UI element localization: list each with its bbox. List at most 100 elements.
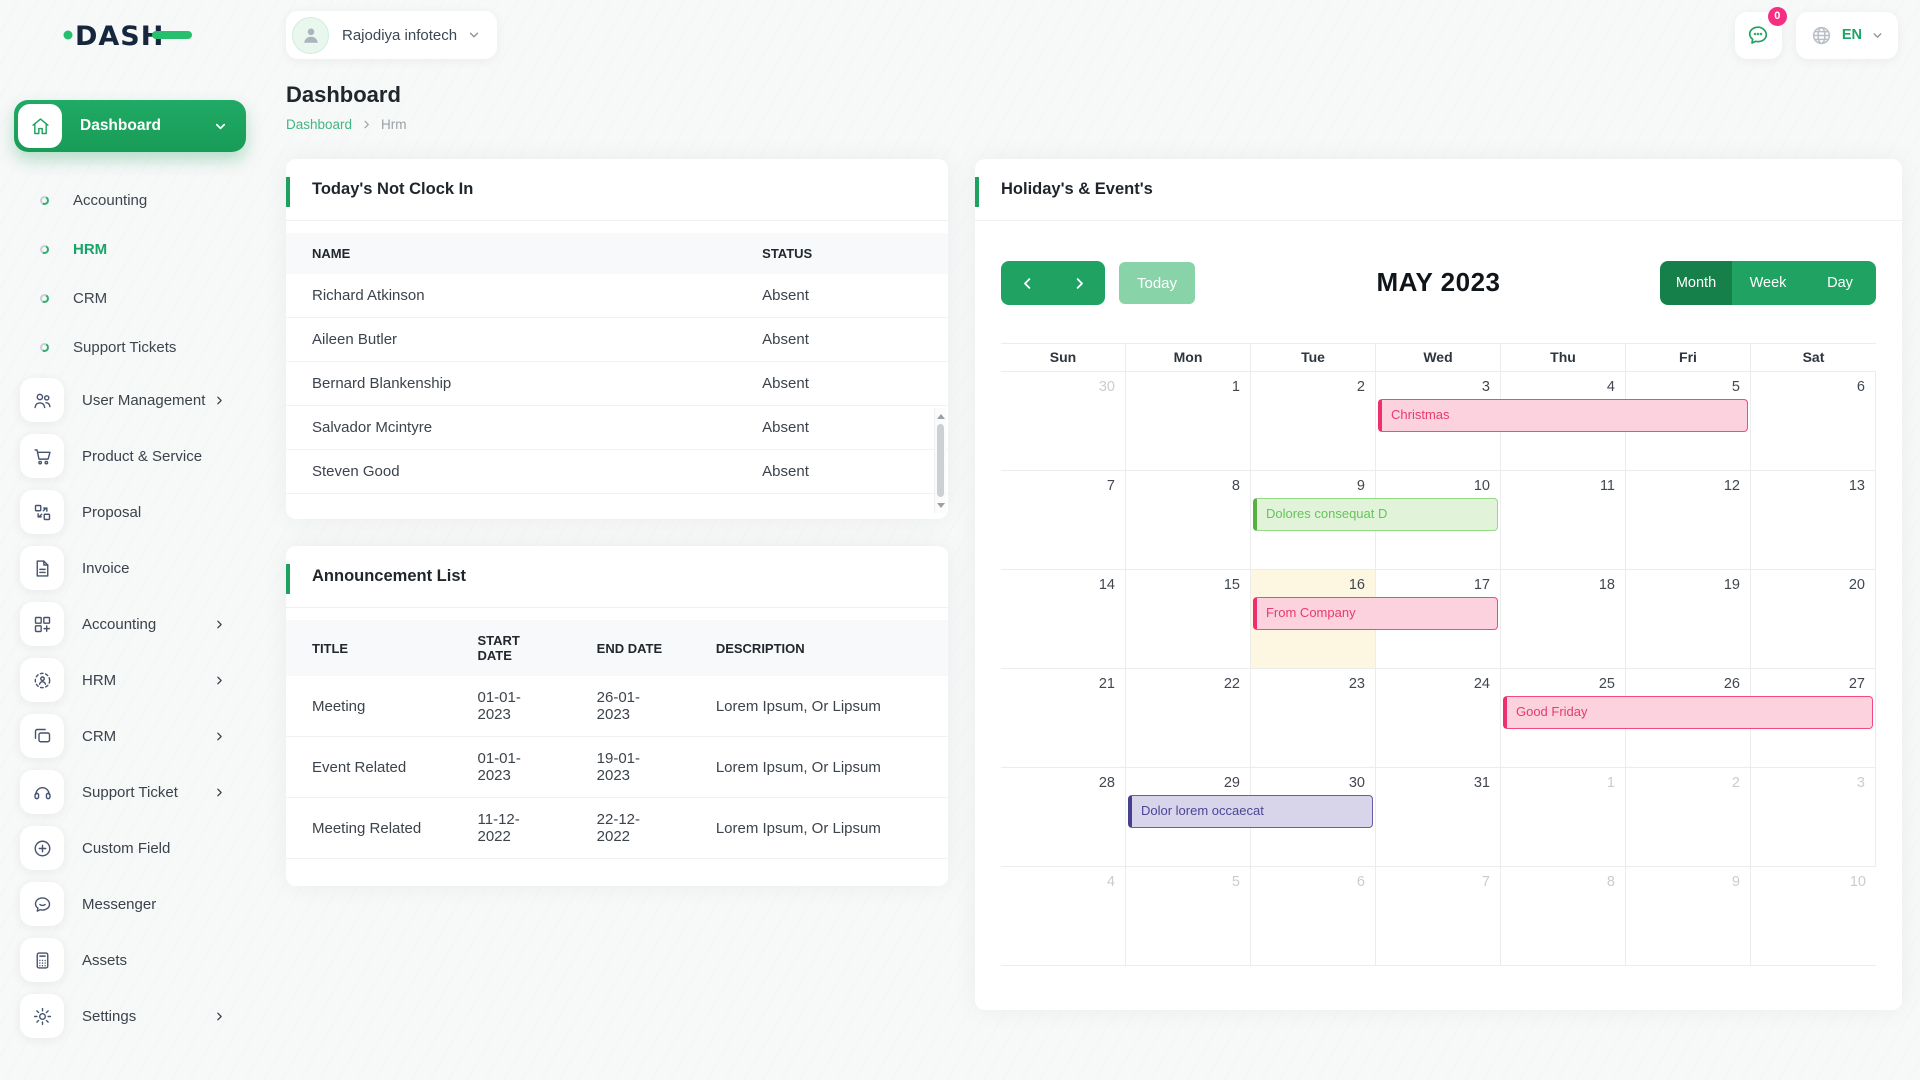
language-selector[interactable]: EN (1795, 11, 1898, 59)
messages-button[interactable]: 0 (1734, 6, 1787, 59)
calendar-day-cell[interactable]: 2 (1251, 372, 1376, 470)
breadcrumb: Dashboard Hrm (286, 117, 1902, 132)
calendar-today-button[interactable]: Today (1119, 262, 1195, 304)
sidebar-item-product-service[interactable]: Product & Service (14, 428, 246, 484)
calendar-day-cell[interactable]: 18 (1501, 570, 1626, 668)
users-icon (20, 378, 64, 422)
calendar-day-cell[interactable]: 1 (1126, 372, 1251, 470)
day-of-week-header: Mon (1126, 344, 1251, 371)
calendar-event[interactable]: From Company (1252, 597, 1498, 630)
calendar-grid: Sun Mon Tue Wed Thu Fri Sat 30 1 2 3 4 5 6 Christmas 7… (1001, 343, 1876, 966)
sidebar-subitem-support-tickets[interactable]: Support Tickets (14, 323, 246, 372)
scrollbar-thumb[interactable] (937, 424, 944, 497)
calendar-day-cell[interactable]: 14 (1001, 570, 1126, 668)
calendar-day-cell[interactable]: 9 (1626, 867, 1751, 965)
calendar-day-cell[interactable]: 5 (1626, 372, 1751, 470)
table-cell: Absent (736, 405, 948, 450)
sidebar-item-assets[interactable]: Assets (14, 932, 246, 988)
calendar-day-cell[interactable]: 5 (1126, 867, 1251, 965)
sidebar-subitem-crm[interactable]: CRM (14, 274, 246, 323)
day-number: 10 (1849, 874, 1866, 890)
card-accent-bar (286, 177, 290, 207)
sidebar-item-label: HRM (73, 241, 108, 258)
page-title: Dashboard (286, 82, 401, 107)
calendar-day-cell[interactable]: 6 (1251, 867, 1376, 965)
day-number: 24 (1473, 676, 1490, 692)
calendar-day-cell[interactable]: 23 (1251, 669, 1376, 767)
calendar-day-cell[interactable]: 11 (1501, 471, 1626, 569)
scroll-down-arrow-icon[interactable] (935, 499, 946, 511)
calendar-day-cell[interactable]: 6 (1751, 372, 1876, 470)
calendar-day-cell[interactable]: 10 (1751, 867, 1876, 965)
chevron-down-icon (213, 119, 228, 134)
table-row: Richard Atkinson Absent (286, 274, 948, 318)
topbar: Rajodiya infotech 0 EN (256, 0, 1920, 70)
sidebar-item-hrm[interactable]: HRM (14, 652, 246, 708)
day-of-week-header: Thu (1501, 344, 1626, 371)
calendar-next-button[interactable] (1053, 261, 1105, 305)
sidebar-item-custom-field[interactable]: Custom Field (14, 820, 246, 876)
calendar-day-cell[interactable]: 22 (1126, 669, 1251, 767)
table-cell: Meeting Related (286, 797, 452, 859)
announcement-table: TITLE START DATE END DATE DESCRIPTION Meeti… (286, 620, 948, 859)
calendar-day-cell[interactable]: 10 (1376, 471, 1501, 569)
calendar-day-cell[interactable]: 1 (1501, 768, 1626, 866)
table-cell: Lorem Ipsum, Or Lipsum (689, 797, 948, 859)
calendar-day-cell[interactable]: 8 (1501, 867, 1626, 965)
sidebar-item-proposal[interactable]: Proposal (14, 484, 246, 540)
calendar-day-cell[interactable]: 3 (1751, 768, 1876, 866)
calendar-prev-button[interactable] (1001, 261, 1053, 305)
sidebar-item-messenger[interactable]: Messenger (14, 876, 246, 932)
breadcrumb-chevron-icon (361, 119, 372, 130)
calendar-event[interactable]: Good Friday (1502, 696, 1873, 729)
calendar-day-cell[interactable]: 30 (1001, 372, 1126, 470)
calendar-day-cell[interactable]: 20 (1751, 570, 1876, 668)
calendar-day-cell[interactable]: 27 (1751, 669, 1876, 767)
sidebar-item-label: Custom Field (82, 839, 171, 857)
day-number: 30 (1348, 775, 1365, 791)
calendar-event[interactable]: Dolor lorem occaecat (1127, 795, 1373, 828)
calendar-day-cell[interactable]: 12 (1626, 471, 1751, 569)
sidebar-item-dashboard[interactable]: Dashboard (14, 100, 246, 152)
sidebar-subitem-accounting[interactable]: Accounting (14, 176, 246, 225)
day-number: 28 (1098, 775, 1115, 791)
table-row: Steven Good Absent (286, 449, 948, 494)
calendar-day-cell[interactable]: 7 (1376, 867, 1501, 965)
company-selector[interactable]: Rajodiya infotech (286, 11, 498, 59)
breadcrumb-link-dashboard[interactable]: Dashboard (286, 117, 353, 132)
calendar-day-cell[interactable]: 7 (1001, 471, 1126, 569)
calendar-day-cell[interactable]: 19 (1626, 570, 1751, 668)
calendar-day-cell[interactable]: 21 (1001, 669, 1126, 767)
page-content: Dashboard Dashboard Hrm Today's Not Cloc… (256, 70, 1920, 1010)
calendar-day-cell[interactable]: 31 (1376, 768, 1501, 866)
sidebar-item-label: User Management (82, 391, 206, 409)
calendar-day-cell[interactable]: 13 (1751, 471, 1876, 569)
sidebar-item-user-management[interactable]: User Management (14, 372, 246, 428)
calendar-event[interactable]: Dolores consequat D (1252, 498, 1498, 531)
calendar-weeks: 30 1 2 3 4 5 6 Christmas 7 8 9 10 11 12 13 Dolores cons… (1001, 372, 1876, 966)
sidebar-item-invoice[interactable]: Invoice (14, 540, 246, 596)
calendar-event[interactable]: Christmas (1378, 399, 1748, 432)
calendar-day-cell[interactable]: 28 (1001, 768, 1126, 866)
sidebar-item-settings[interactable]: Settings (14, 988, 246, 1044)
calendar-day-cell[interactable]: 8 (1126, 471, 1251, 569)
view-button-day[interactable]: Day (1804, 261, 1876, 305)
sidebar-item-support-ticket[interactable]: Support Ticket (14, 764, 246, 820)
sidebar-item-crm[interactable]: CRM (14, 708, 246, 764)
calendar-day-cell[interactable]: 24 (1376, 669, 1501, 767)
language-code: EN (1841, 27, 1862, 43)
calendar-day-cell[interactable]: 2 (1626, 768, 1751, 866)
sidebar-subitem-hrm[interactable]: HRM (14, 225, 246, 274)
sidebar-item-accounting[interactable]: Accounting (14, 596, 246, 652)
view-button-week[interactable]: Week (1732, 261, 1804, 305)
calendar-day-cell[interactable]: 17 (1376, 570, 1501, 668)
brand-logo[interactable]: DASH (0, 0, 256, 70)
calendar-day-cell[interactable]: 30 (1251, 768, 1376, 866)
calendar-day-cell[interactable]: 4 (1001, 867, 1126, 965)
table-scrollbar[interactable] (934, 408, 946, 513)
scroll-up-arrow-icon[interactable] (935, 410, 946, 422)
view-button-month[interactable]: Month (1660, 261, 1732, 305)
calendar-day-cell[interactable]: 15 (1126, 570, 1251, 668)
chat-icon (20, 882, 64, 926)
